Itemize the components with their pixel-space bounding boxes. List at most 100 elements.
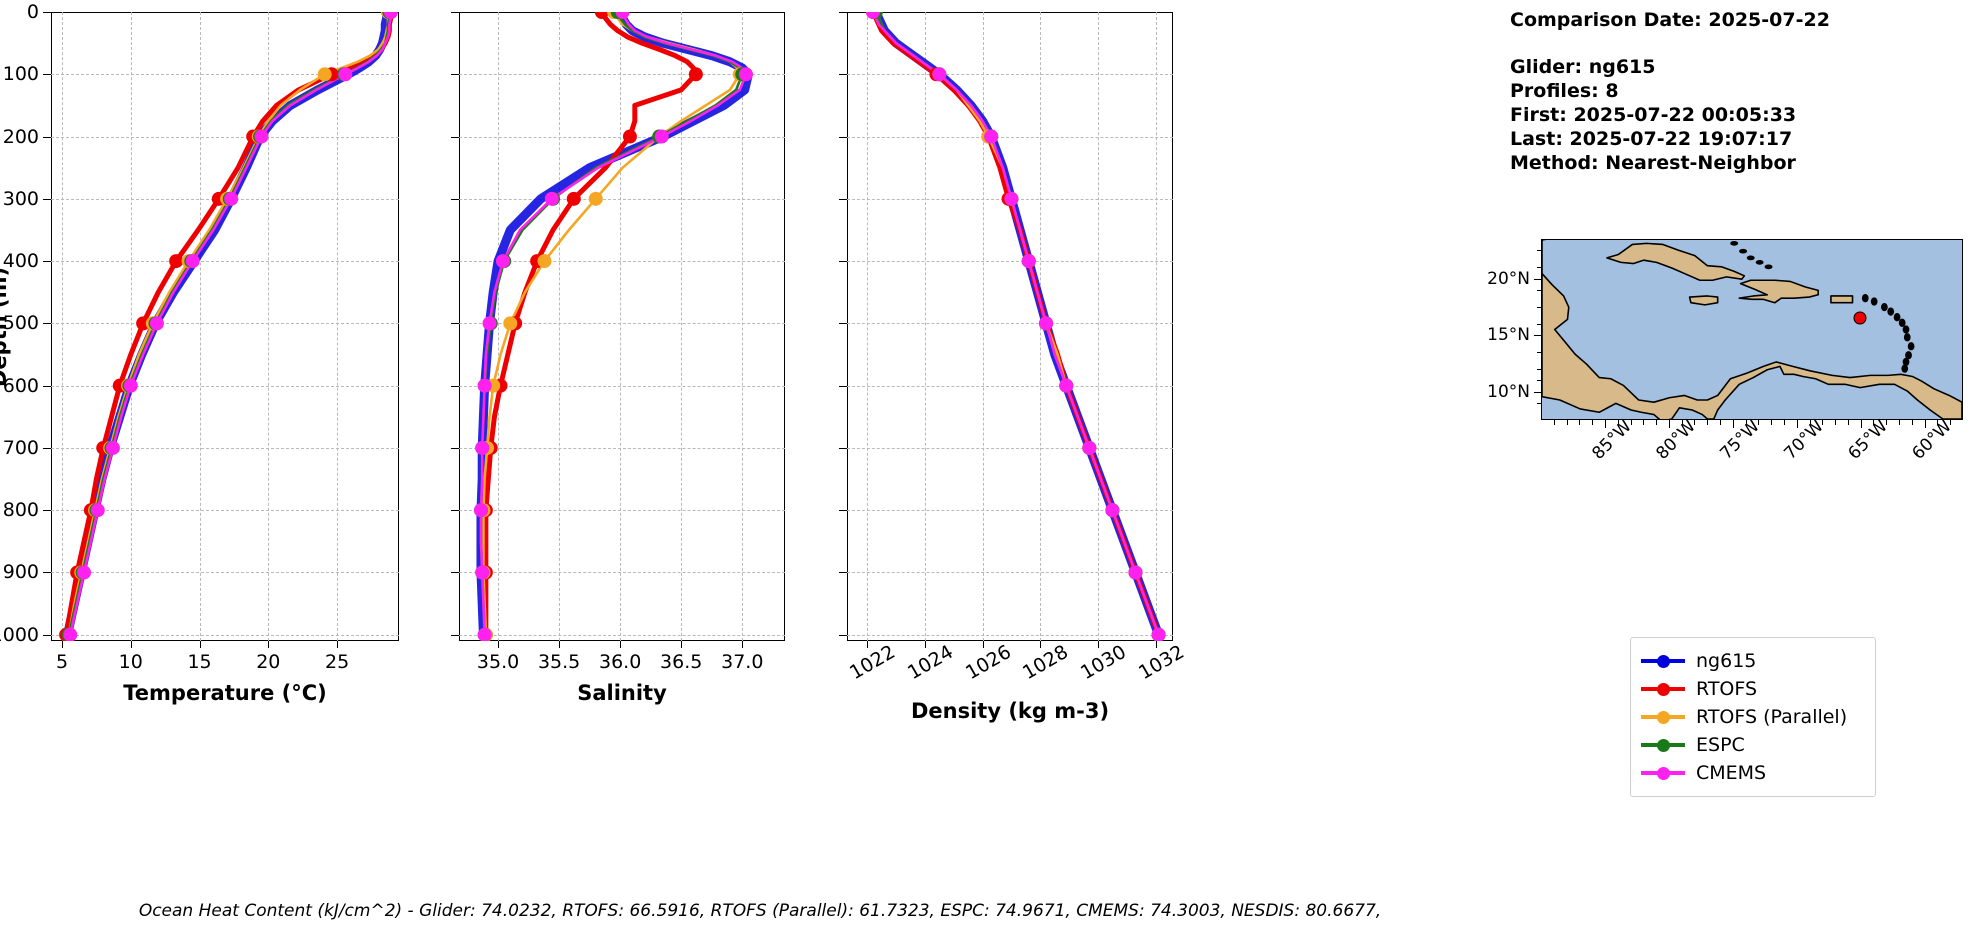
map-island-lesser-antilles-9 bbox=[1905, 351, 1912, 360]
gridline-horizontal bbox=[51, 572, 399, 574]
map-island-lesser-antilles-2 bbox=[1880, 302, 1888, 312]
map-island-lesser-antilles-6 bbox=[1902, 325, 1910, 334]
gridline-horizontal bbox=[459, 634, 785, 636]
map-lon-label: 80°W bbox=[1652, 416, 1700, 464]
gridline-horizontal bbox=[847, 136, 1173, 138]
map-island-lesser-antilles-10 bbox=[1902, 357, 1910, 367]
y-axis-tick bbox=[451, 634, 459, 636]
depth-tick-label: 200 bbox=[2, 125, 39, 148]
y-axis-tick bbox=[451, 323, 459, 325]
density-profile-panel: Density (kg m-3) 1022 1024 1026 1028 1030 103… bbox=[839, 12, 1188, 723]
map-lon-tick-minor bbox=[1899, 420, 1901, 425]
profile-series-group bbox=[865, 12, 1166, 641]
map-lat-label: 10°N bbox=[1487, 381, 1530, 402]
legend-item-espc[interactable]: ESPC bbox=[1641, 731, 1861, 759]
series-line bbox=[871, 12, 1160, 637]
gridline-horizontal bbox=[51, 323, 399, 325]
gridline-horizontal bbox=[51, 261, 399, 263]
gridline-vertical bbox=[199, 12, 201, 641]
x-axis-tick bbox=[867, 641, 869, 648]
gridline-horizontal bbox=[459, 261, 785, 263]
map-lon-tick-minor bbox=[1630, 420, 1632, 425]
y-axis-tick bbox=[839, 12, 847, 13]
map-lat-tick-minor bbox=[1537, 403, 1541, 405]
map-lon-tick-minor bbox=[1847, 420, 1849, 425]
x-axis-label: 5 bbox=[55, 651, 69, 673]
y-axis-tick bbox=[43, 12, 51, 13]
series-marker bbox=[169, 254, 184, 269]
y-axis-tick bbox=[43, 136, 51, 138]
gridline-vertical bbox=[982, 12, 984, 641]
map-lon-tick-minor bbox=[1758, 420, 1760, 425]
depth-tick-label: 600 bbox=[2, 374, 39, 397]
gridline-horizontal bbox=[51, 634, 399, 636]
map-lon-tick-minor bbox=[1809, 420, 1811, 425]
series-marker bbox=[105, 440, 120, 455]
ocean-heat-content-caption: Ocean Heat Content (kJ/cm^2) - Glider: 7… bbox=[138, 901, 1382, 921]
legend-item-ng615[interactable]: ng615 bbox=[1641, 647, 1861, 675]
map-coastlines bbox=[1542, 240, 1962, 419]
depth-tick-label: 400 bbox=[2, 250, 39, 273]
series-marker bbox=[123, 378, 138, 393]
series-marker bbox=[566, 191, 581, 206]
map-island-lesser-antilles-11 bbox=[1901, 364, 1909, 373]
series-marker bbox=[1039, 316, 1054, 331]
y-axis-tick bbox=[451, 572, 459, 574]
gridline-horizontal bbox=[51, 136, 399, 138]
gridline-vertical bbox=[559, 12, 561, 641]
y-axis-tick bbox=[839, 447, 847, 449]
map-island-lesser-antilles-1 bbox=[1870, 297, 1878, 306]
y-axis-tick bbox=[839, 323, 847, 325]
map-land-jamaica bbox=[1688, 295, 1719, 306]
legend-item-cmems[interactable]: CMEMS bbox=[1641, 759, 1861, 787]
y-axis-tick bbox=[43, 447, 51, 449]
map-island-bahamas-10 bbox=[1764, 264, 1773, 270]
series-marker bbox=[317, 67, 332, 82]
map-island-bahamas-7 bbox=[1739, 248, 1748, 254]
salinity-profile-panel: Salinity 35.0 35.5 36.0 36.5 37.0 bbox=[451, 12, 785, 705]
map-lat-tick-minor bbox=[1537, 352, 1541, 354]
map-lat-tick bbox=[1534, 278, 1541, 280]
map-lon-tick-minor bbox=[1694, 420, 1696, 425]
series-marker bbox=[1128, 565, 1143, 580]
x-axis-label: 1022 bbox=[846, 640, 900, 685]
x-axis-tick bbox=[62, 641, 63, 648]
legend-line-swatch bbox=[1641, 710, 1685, 724]
map-island-lesser-antilles-0 bbox=[1861, 294, 1869, 303]
map-lon-tick-minor bbox=[1950, 420, 1952, 425]
map-lon-tick-minor bbox=[1592, 420, 1594, 425]
series-marker bbox=[594, 12, 609, 19]
glider-position-marker[interactable] bbox=[1853, 311, 1867, 325]
gridline-vertical bbox=[268, 12, 270, 641]
x-axis-tick bbox=[620, 641, 622, 648]
map-lon-tick bbox=[1732, 420, 1734, 428]
x-axis-tick bbox=[130, 641, 132, 648]
gridline-horizontal bbox=[847, 510, 1173, 512]
map-land-hispaniola bbox=[1738, 279, 1819, 304]
y-axis-tick bbox=[43, 74, 51, 76]
gridline-vertical bbox=[1155, 12, 1157, 641]
gridline-horizontal bbox=[51, 447, 399, 449]
map-lon-tick-minor bbox=[1617, 420, 1619, 425]
legend-item-label: RTOFS (Parallel) bbox=[1696, 706, 1848, 728]
legend-item-rtofs[interactable]: RTOFS bbox=[1641, 675, 1861, 703]
map-island-lesser-antilles-5 bbox=[1898, 318, 1906, 327]
gridline-horizontal bbox=[847, 385, 1173, 387]
map-lon-tick bbox=[1604, 420, 1606, 428]
map-axis-host: 20°N 15°N 10°N 85°W 80°W 75°W 70°W 65°W 60°W bbox=[1487, 239, 1963, 464]
x-axis-tick bbox=[1097, 641, 1099, 648]
series-line bbox=[63, 12, 394, 638]
y-axis-tick bbox=[839, 261, 847, 263]
gridline-horizontal bbox=[459, 198, 785, 200]
x-axis-label: 1032 bbox=[1134, 640, 1188, 685]
x-axis-tick bbox=[924, 641, 926, 648]
legend-item-rtofs-parallel[interactable]: RTOFS (Parallel) bbox=[1641, 703, 1861, 731]
y-axis-tick bbox=[451, 510, 459, 512]
x-axis-label: 10 bbox=[118, 651, 143, 673]
map-lon-tick-minor bbox=[1566, 420, 1568, 425]
gridline-vertical bbox=[498, 12, 500, 641]
glider-location-map[interactable] bbox=[1541, 239, 1963, 420]
temperature-plot-area bbox=[51, 12, 399, 641]
x-axis-label: 20 bbox=[256, 651, 281, 673]
comparison-date-text: Comparison Date: 2025-07-22 bbox=[1510, 9, 1830, 31]
